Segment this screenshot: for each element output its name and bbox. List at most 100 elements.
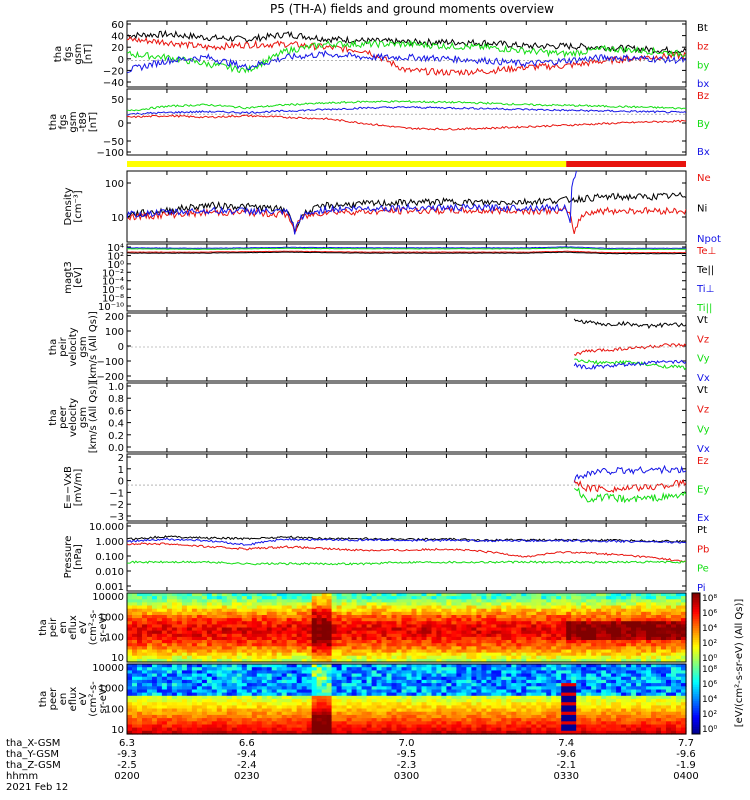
y-tick-label: 2 bbox=[118, 453, 124, 464]
y-tick-label: 10² bbox=[107, 251, 124, 262]
y-axis-label: tha fgs gsm [nT] bbox=[53, 43, 94, 64]
series-ne-line bbox=[127, 205, 686, 235]
y-tick-label: 100 bbox=[105, 704, 124, 715]
panel-frame bbox=[126, 20, 687, 88]
panel-frame bbox=[126, 170, 687, 243]
series-ti-line bbox=[127, 247, 686, 251]
series-pe-line bbox=[127, 560, 686, 566]
y-tick-label: 0.6 bbox=[108, 406, 124, 417]
y-axis-label: magt3 [eV] bbox=[63, 261, 84, 294]
y-tick-label: −1 bbox=[109, 488, 124, 499]
series-ey-line bbox=[573, 487, 686, 504]
legend-vz: Vz bbox=[697, 334, 709, 345]
x-row-value: 7.0 bbox=[399, 738, 415, 749]
y-tick-label: 10⁻⁸ bbox=[102, 294, 124, 305]
panel-peir_velocity: tha peir velocity gsm [km/s (All Qs)] 200 100 0… bbox=[48, 311, 710, 384]
y-label-line: tha bbox=[53, 46, 64, 62]
colorbar-tick-label: 10⁴ bbox=[702, 695, 717, 705]
legend-bx: bx bbox=[697, 79, 709, 90]
y-axis-label: tha peir en eflux eV (cm²-s-sr-eV) bbox=[38, 609, 109, 645]
y-label-line: tha bbox=[48, 114, 59, 130]
y-tick-label: 60 bbox=[111, 20, 124, 31]
y-label-line: peer bbox=[48, 687, 59, 711]
x-row-value: 6.3 bbox=[119, 738, 135, 749]
series-ex-line bbox=[573, 464, 686, 483]
y-label-line: Pressure bbox=[63, 536, 74, 579]
panel-peir_eflux: tha peir en eflux eV (cm²-s-sr-eV) 10000 1000 10… bbox=[38, 592, 687, 664]
x-row-label: tha_Z-GSM bbox=[6, 760, 61, 771]
x-row-value: 0200 bbox=[114, 771, 139, 782]
y-label-line: magt3 bbox=[63, 261, 74, 294]
legend-vy: Vy bbox=[697, 424, 710, 435]
x-row-value: 0330 bbox=[553, 771, 578, 782]
legend-ey: Ey bbox=[697, 485, 709, 496]
date-label: 2021 Feb 12 bbox=[6, 782, 68, 793]
y-tick-label: −2 bbox=[109, 500, 124, 511]
panel-frame bbox=[126, 312, 687, 382]
series-group bbox=[127, 318, 686, 371]
y-tick-label: −50 bbox=[103, 137, 124, 148]
x-row-label: hhmm bbox=[6, 771, 38, 782]
x-row-value: -9.4 bbox=[237, 749, 257, 760]
legend-vt: Vt bbox=[697, 385, 708, 396]
legend-te: Te|| bbox=[696, 265, 714, 276]
legend-pt: Pt bbox=[697, 525, 707, 536]
y-label-line: (cm²-s- bbox=[88, 681, 99, 717]
panel-peer_eflux: tha peer en eflux eV (cm²-s-sr-eV) 10000 1000 10… bbox=[38, 663, 687, 736]
y-axis-label: tha peer velocity gsm [km/s (All Qs)] bbox=[48, 382, 99, 454]
colorbar-tick-label: 10⁸ bbox=[702, 594, 717, 604]
series-group bbox=[127, 464, 686, 504]
panel-frame bbox=[126, 663, 687, 735]
y-label-line: tha bbox=[38, 619, 49, 635]
panel-frame bbox=[126, 243, 687, 312]
y-label-line: [nPa] bbox=[73, 544, 84, 570]
y-tick-label: 0 bbox=[118, 477, 124, 488]
y-label-line: [nT] bbox=[83, 44, 94, 64]
y-label-line: [km/s (All Qs)] bbox=[88, 382, 99, 454]
y-label-line: E=−VxB bbox=[63, 466, 74, 509]
legend-ez: Ez bbox=[697, 456, 709, 467]
legend-by: By bbox=[697, 119, 710, 130]
y-tick-label: 0.4 bbox=[108, 419, 124, 430]
series-te-line bbox=[127, 250, 686, 254]
colorbar-tick-label: 10⁰ bbox=[702, 725, 717, 735]
mode-bar bbox=[127, 161, 686, 167]
series-ti-line bbox=[127, 246, 686, 250]
x-row-value: -2.3 bbox=[397, 760, 417, 771]
series-bz-line bbox=[127, 114, 686, 131]
x-row-value: 6.6 bbox=[239, 738, 255, 749]
y-label-line: [eV] bbox=[73, 267, 84, 288]
y-label-line: en bbox=[58, 693, 69, 706]
y-label-line: gsm bbox=[78, 407, 89, 428]
panel-fgs_gse: tha fgs gsm -t89 [nT] 50 0 −50−100 Bz By Bx bbox=[48, 88, 710, 159]
colorbar-tick-label: 10² bbox=[702, 639, 717, 649]
y-label-line: tha bbox=[48, 339, 59, 355]
series-pt-line bbox=[127, 535, 686, 544]
y-tick-label: 10⁻² bbox=[102, 268, 124, 279]
colorbar-tick-label: 10⁰ bbox=[702, 654, 717, 664]
legend-bx: Bx bbox=[697, 147, 710, 158]
series-vz-line bbox=[573, 342, 686, 356]
y-tick-label: 10⁻⁴ bbox=[102, 277, 124, 288]
panel-frame bbox=[126, 592, 687, 663]
y-tick-label: 10 bbox=[111, 213, 124, 224]
series-group bbox=[127, 100, 686, 131]
y-axis-label: tha peer en eflux eV (cm²-s-sr-eV) bbox=[38, 681, 109, 717]
colorbar-frame bbox=[691, 592, 701, 735]
series-bx-line bbox=[127, 105, 686, 116]
y-tick-label: 10 bbox=[111, 653, 124, 664]
series-pi-line bbox=[127, 537, 686, 546]
y-tick-label: 10 bbox=[111, 725, 124, 736]
y-label-line: tha bbox=[38, 691, 49, 707]
series-vy-line bbox=[574, 358, 686, 371]
y-tick-label: −200 bbox=[97, 372, 124, 383]
colorbar-tick-label: 10⁶ bbox=[702, 680, 717, 690]
x-row-value: -9.6 bbox=[676, 749, 696, 760]
panel-pressure: Pressure [nPa] 10.000 1.000 0.100 0.010 0.001 P… bbox=[63, 522, 709, 594]
colorbar-label-text: [eV/(cm²-s-sr-eV) (All Qs)] bbox=[734, 599, 745, 728]
mode-bar-segment bbox=[566, 161, 686, 167]
y-tick-label: 0.2 bbox=[108, 431, 124, 442]
x-row-value: 7.4 bbox=[558, 738, 574, 749]
x-row-value: -9.3 bbox=[117, 749, 137, 760]
